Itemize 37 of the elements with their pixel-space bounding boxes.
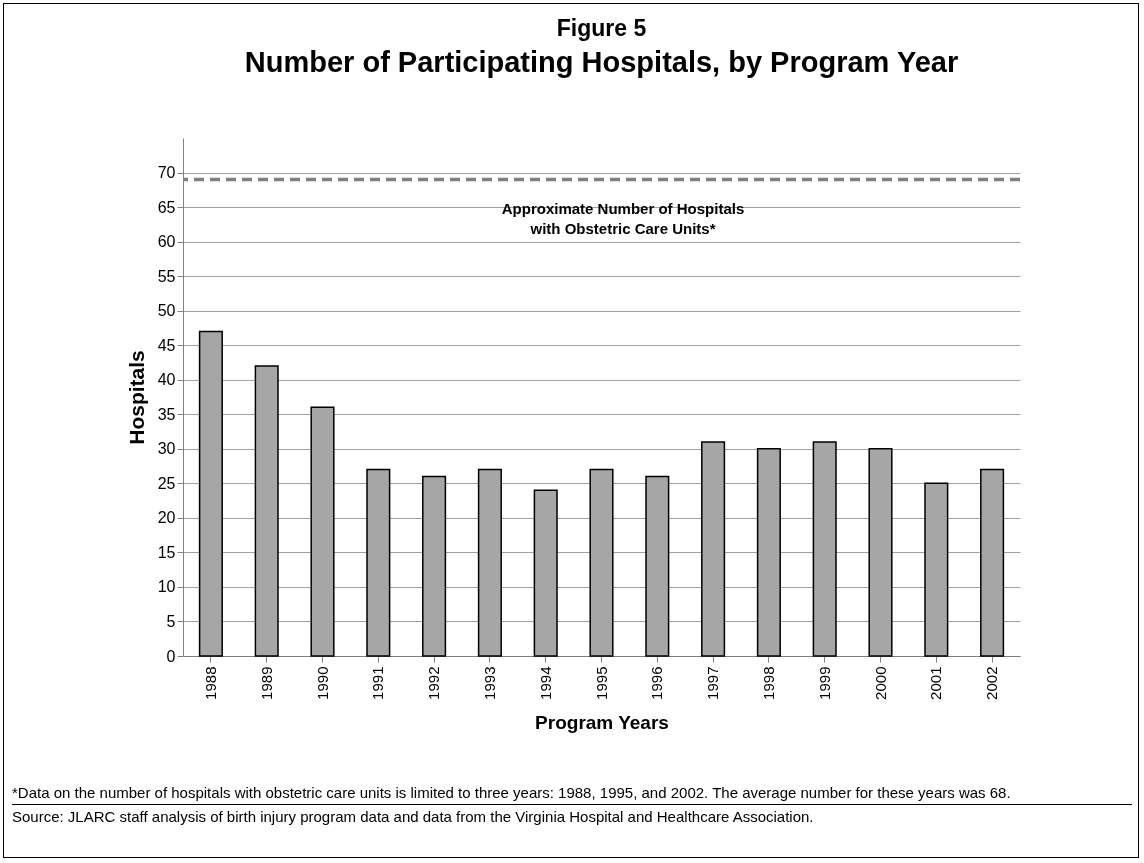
x-tick-label: 1990 — [313, 666, 331, 700]
x-tick-label: 1996 — [648, 666, 666, 700]
y-tick-label: 15 — [157, 543, 176, 561]
x-tick-label: 1991 — [369, 666, 387, 700]
chart-title: Figure 5 — [556, 15, 647, 41]
y-tick-label: 65 — [157, 198, 176, 216]
x-tick-label: 2001 — [927, 666, 945, 700]
y-tick-label: 10 — [157, 578, 176, 596]
x-tick-label: 1988 — [201, 666, 219, 700]
x-tick-label: 1999 — [815, 666, 833, 700]
y-tick-label: 25 — [157, 474, 176, 492]
source-note: Source: JLARC staff analysis of birth injury program data and data from the Virginia Hospital and Healthcare Association. — [12, 804, 1132, 828]
y-tick-label: 30 — [157, 440, 176, 458]
y-tick-label: 60 — [157, 233, 176, 251]
y-tick-label: 50 — [157, 302, 176, 320]
x-tick-label: 1998 — [759, 666, 777, 700]
y-tick-label: 20 — [157, 509, 176, 527]
y-tick-label: 5 — [166, 612, 176, 630]
x-tick-label: 2002 — [983, 666, 1001, 700]
y-axis-title: Hospitals — [124, 350, 148, 445]
chart-subtitle: Number of Participating Hospitals, by Program Year — [244, 46, 959, 78]
x-tick-label: 1992 — [425, 666, 443, 700]
y-tick-label: 55 — [157, 267, 176, 285]
x-tick-label: 1994 — [536, 666, 554, 700]
y-tick-label: 70 — [157, 164, 176, 182]
x-tick-label: 1989 — [257, 666, 275, 700]
ref-line-label: Approximate Number of Hospitals with Obstetric Care Units* — [501, 200, 745, 238]
y-tick-label: 35 — [157, 405, 176, 423]
y-tick-label: 45 — [157, 336, 176, 354]
x-tick-label: 1995 — [592, 666, 610, 700]
x-axis-title: Program Years — [535, 711, 669, 733]
x-tick-label: 1997 — [704, 666, 722, 700]
text: *Data on the number of hospitals with obstetric care units is limited to three years: 1988, 1995, and 2002. The average number for these years was 68. — [12, 783, 1012, 803]
y-tick-label: 0 — [166, 647, 176, 665]
y-tick-label: 40 — [157, 371, 176, 389]
x-tick-label: 2000 — [871, 666, 889, 700]
x-tick-label: 1993 — [480, 666, 498, 700]
